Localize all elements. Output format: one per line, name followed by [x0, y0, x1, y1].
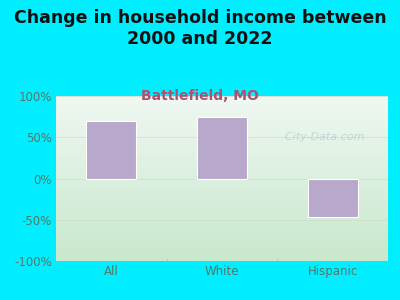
Bar — [86, 121, 136, 178]
Bar — [197, 117, 247, 178]
Text: City-Data.com: City-Data.com — [278, 132, 365, 142]
Text: Change in household income between
2000 and 2022: Change in household income between 2000 … — [14, 9, 386, 48]
Bar — [308, 178, 358, 217]
Text: Battlefield, MO: Battlefield, MO — [141, 88, 259, 103]
